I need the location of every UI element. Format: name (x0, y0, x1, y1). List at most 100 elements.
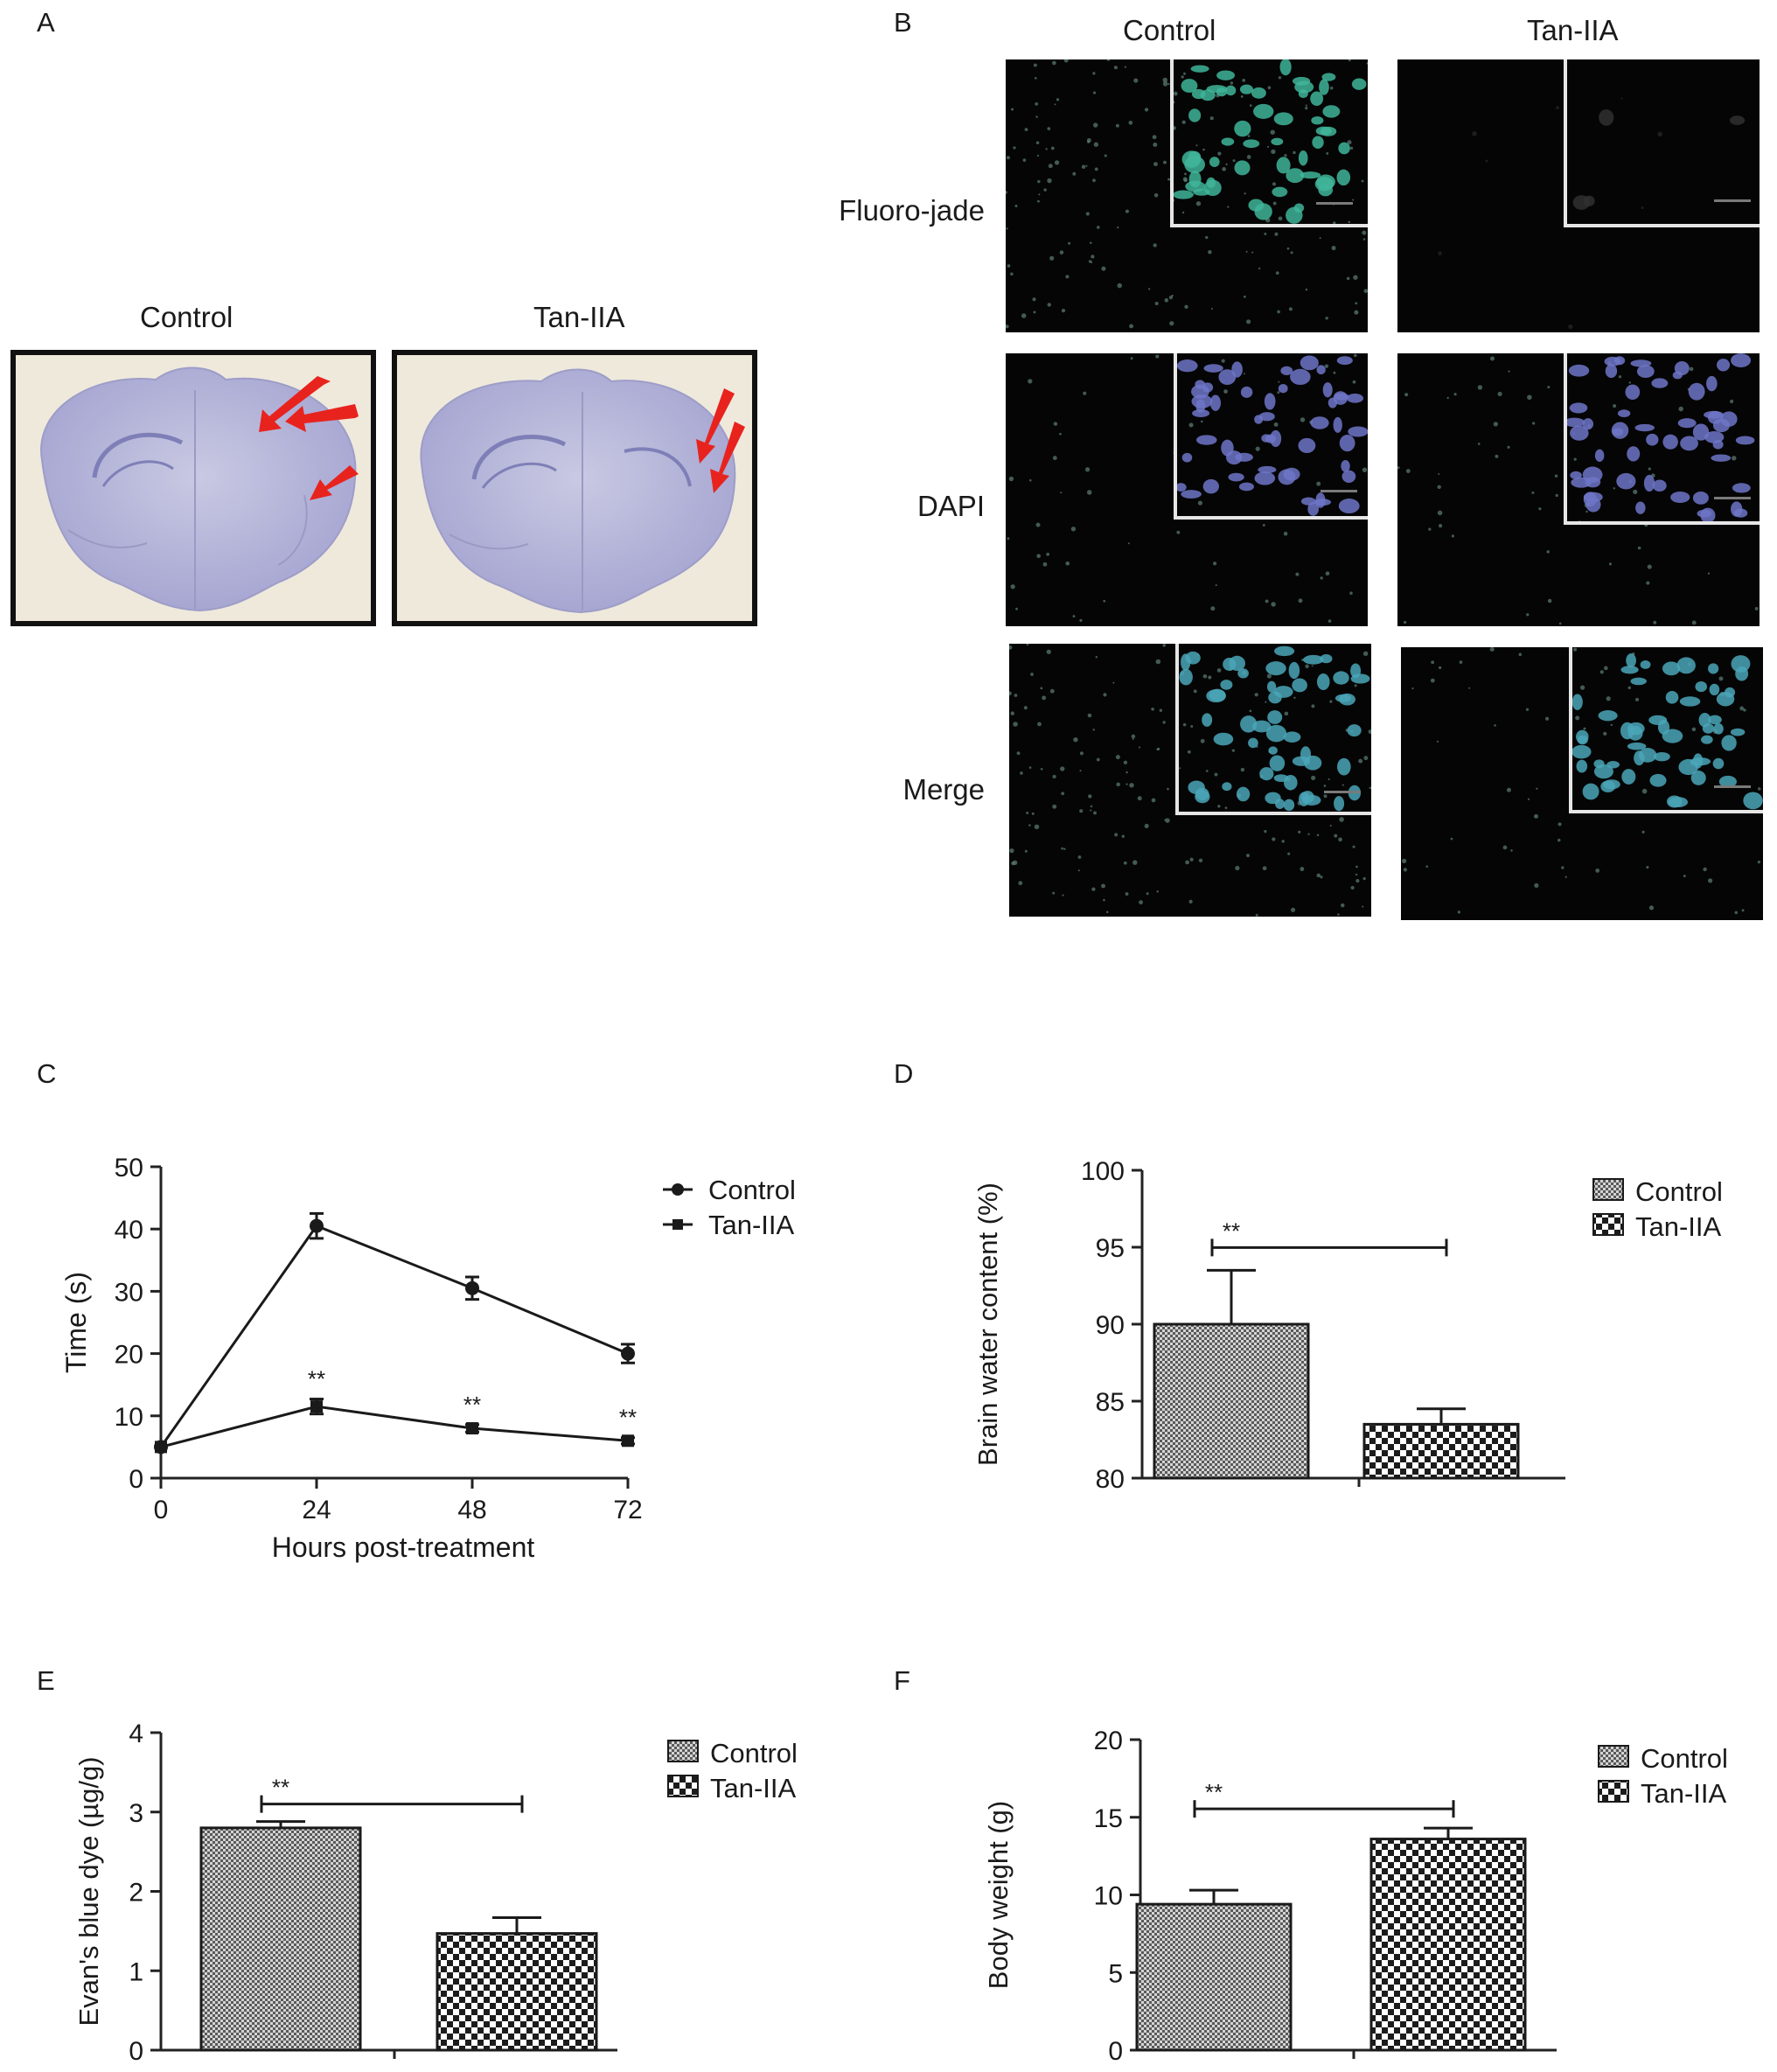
cell-dot (1123, 861, 1127, 865)
stained-nucleus (1173, 190, 1194, 199)
cell-dot (1547, 386, 1551, 389)
stained-nucleus (1195, 399, 1206, 413)
stained-nucleus (1251, 87, 1266, 99)
cell-dot (1265, 701, 1267, 703)
cell-dot (1060, 766, 1065, 771)
y-tick-label: 2 (129, 1879, 143, 1908)
cell-dot (1284, 711, 1289, 716)
y-tick-label: 20 (1094, 1727, 1123, 1755)
stained-nucleus (1258, 465, 1277, 474)
cell-dot (1610, 723, 1613, 727)
cell-dot (1436, 740, 1439, 743)
cell-dot (1534, 883, 1539, 888)
stained-nucleus (1679, 696, 1701, 707)
series-line-control (159, 1224, 629, 1448)
stained-nucleus (1594, 449, 1605, 463)
stained-nucleus (1730, 728, 1746, 736)
stained-nucleus (1286, 168, 1305, 184)
stained-nucleus (1701, 735, 1713, 744)
cell-dot (1247, 135, 1251, 137)
stained-nucleus (1221, 137, 1235, 146)
cell-dot (1059, 432, 1062, 436)
cell-dot (1155, 354, 1160, 359)
cell-dot (1210, 308, 1214, 310)
cell-dot (1201, 420, 1203, 423)
cell-dot (1457, 910, 1461, 914)
cell-dot (1123, 760, 1128, 764)
cell-dot (1334, 834, 1338, 838)
stained-nucleus (1341, 470, 1356, 484)
cell-dot (1205, 235, 1209, 240)
cell-dot (1707, 572, 1711, 575)
cell-dot (1056, 98, 1060, 101)
cell-dot (1096, 757, 1100, 762)
cell-dot (1286, 247, 1290, 250)
cell-dot (1743, 708, 1746, 712)
stained-nucleus (1643, 474, 1655, 492)
cell-dot (1162, 644, 1166, 647)
cell-dot (1267, 145, 1270, 148)
stained-nucleus (1652, 479, 1667, 492)
cell-dot (1073, 736, 1078, 743)
cell-dot (1270, 129, 1275, 135)
cell-dot (1162, 721, 1166, 724)
stained-nucleus (1274, 645, 1295, 657)
stained-nucleus (1315, 492, 1326, 508)
cell-dot (1072, 615, 1076, 618)
panel-b-row-dapi: DAPI (916, 490, 985, 522)
cell-dot (1184, 172, 1187, 176)
cell-dot (1348, 59, 1351, 62)
legend-marker (672, 1219, 683, 1230)
cell-dot (1030, 673, 1034, 676)
cell-dot (1352, 380, 1356, 384)
stained-nucleus (1283, 774, 1298, 791)
cell-dot (1125, 209, 1129, 213)
cell-dot (1173, 91, 1178, 96)
stained-nucleus (1593, 764, 1613, 779)
cell-dot (1006, 156, 1010, 160)
cell-dot (1362, 651, 1369, 657)
cell-dot (1718, 676, 1724, 681)
cell-dot (1061, 792, 1065, 796)
cell-dot (1350, 885, 1355, 890)
cell-dot (1355, 865, 1358, 869)
significance-marker: ** (463, 1392, 481, 1418)
cell-dot (1333, 221, 1336, 225)
cell-dot (1091, 887, 1096, 891)
cell-dot (1573, 647, 1578, 652)
stained-nucleus (1320, 126, 1337, 136)
cell-dot (1169, 321, 1174, 326)
stained-nucleus (1286, 206, 1303, 224)
stained-nucleus (1258, 412, 1275, 422)
cell-dot (1757, 860, 1761, 864)
cell-dot (1092, 122, 1098, 128)
cell-dot (1472, 131, 1477, 136)
cell-dot (1362, 467, 1368, 472)
stained-nucleus (1585, 497, 1601, 513)
cell-dot (1613, 404, 1617, 408)
cell-dot (1101, 883, 1105, 889)
panel-a-caption-taniia: Tan-IIA (533, 301, 625, 333)
cell-dot (1090, 241, 1092, 244)
y-tick-label: 80 (1096, 1465, 1125, 1494)
panel-b-row-fluoro-jade: Fluoro-jade (839, 194, 985, 227)
cell-dot (1212, 562, 1217, 566)
cell-dot (1103, 898, 1105, 902)
cell-dot (1352, 199, 1355, 201)
stained-nucleus (1300, 791, 1314, 804)
cell-dot (1405, 469, 1411, 473)
cell-dot (1156, 890, 1160, 893)
stained-nucleus (1351, 78, 1367, 90)
cell-dot (1274, 232, 1279, 236)
cell-speckle-layer (1438, 97, 1746, 330)
legend-label: Tan-IIA (1641, 1778, 1727, 1809)
cell-dot (1144, 823, 1149, 828)
chart-e: 0 1 2 3 4 Evan's blue dye (µg/g) ** Control Tan-… (73, 1720, 798, 2066)
significance-marker: ** (272, 1775, 289, 1801)
cell-dot (1171, 294, 1174, 297)
cell-dot (1325, 571, 1330, 576)
cell-dot (1112, 681, 1115, 684)
stained-nucleus (1192, 408, 1210, 417)
cell-dot (1168, 296, 1173, 300)
cell-dot (1319, 237, 1321, 240)
